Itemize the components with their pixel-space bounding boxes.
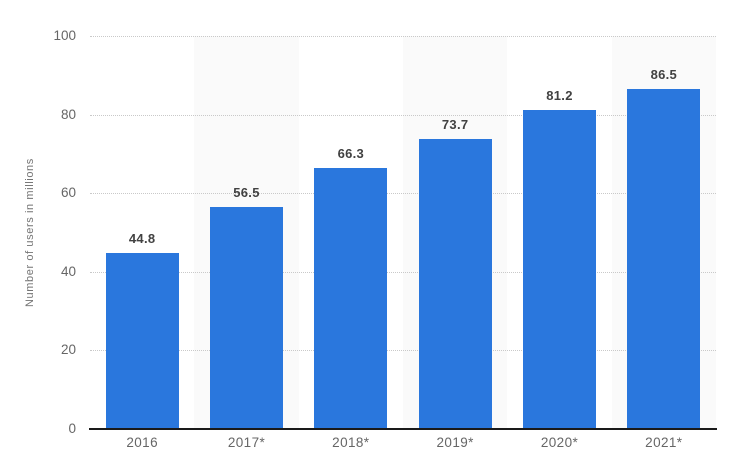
x-tick-label: 2021* [645, 435, 683, 450]
y-tick-label: 60 [60, 185, 76, 201]
x-tick-label: 2020* [540, 435, 579, 450]
x-tick-label: 2017* [227, 435, 266, 450]
y-tick-label: 0 [68, 421, 76, 436]
gridline [90, 271, 716, 273]
bar-value-label: 56.5 [233, 184, 260, 200]
bar-2019*[interactable] [418, 139, 492, 429]
bar-value-label: 86.5 [650, 67, 678, 83]
bar-2020*[interactable] [523, 109, 596, 429]
gridline [90, 114, 716, 116]
bar-2017*[interactable] [210, 206, 283, 429]
bar-value-label: 66.3 [337, 146, 365, 162]
y-tick-label: 100 [53, 28, 76, 43]
gridline [90, 350, 716, 352]
x-tick-label: 2019* [436, 435, 474, 450]
bar-value-label: 73.7 [441, 117, 469, 133]
y-tick-label: 80 [60, 106, 76, 122]
bar-2021*[interactable] [627, 89, 701, 429]
x-axis-line [89, 428, 717, 430]
x-tick-label: 2016 [126, 435, 158, 450]
gridline [90, 193, 716, 195]
y-axis-title: Number of users in millions [24, 158, 36, 307]
y-tick-label: 40 [60, 263, 76, 279]
bar-2018*[interactable] [314, 168, 388, 429]
x-tick-label: 2018* [332, 435, 370, 450]
gridline [90, 36, 716, 37]
bar-value-label: 81.2 [546, 87, 573, 103]
bar-value-label: 44.8 [128, 230, 156, 246]
y-tick-label: 20 [60, 342, 76, 358]
bar-2016[interactable] [105, 252, 179, 429]
